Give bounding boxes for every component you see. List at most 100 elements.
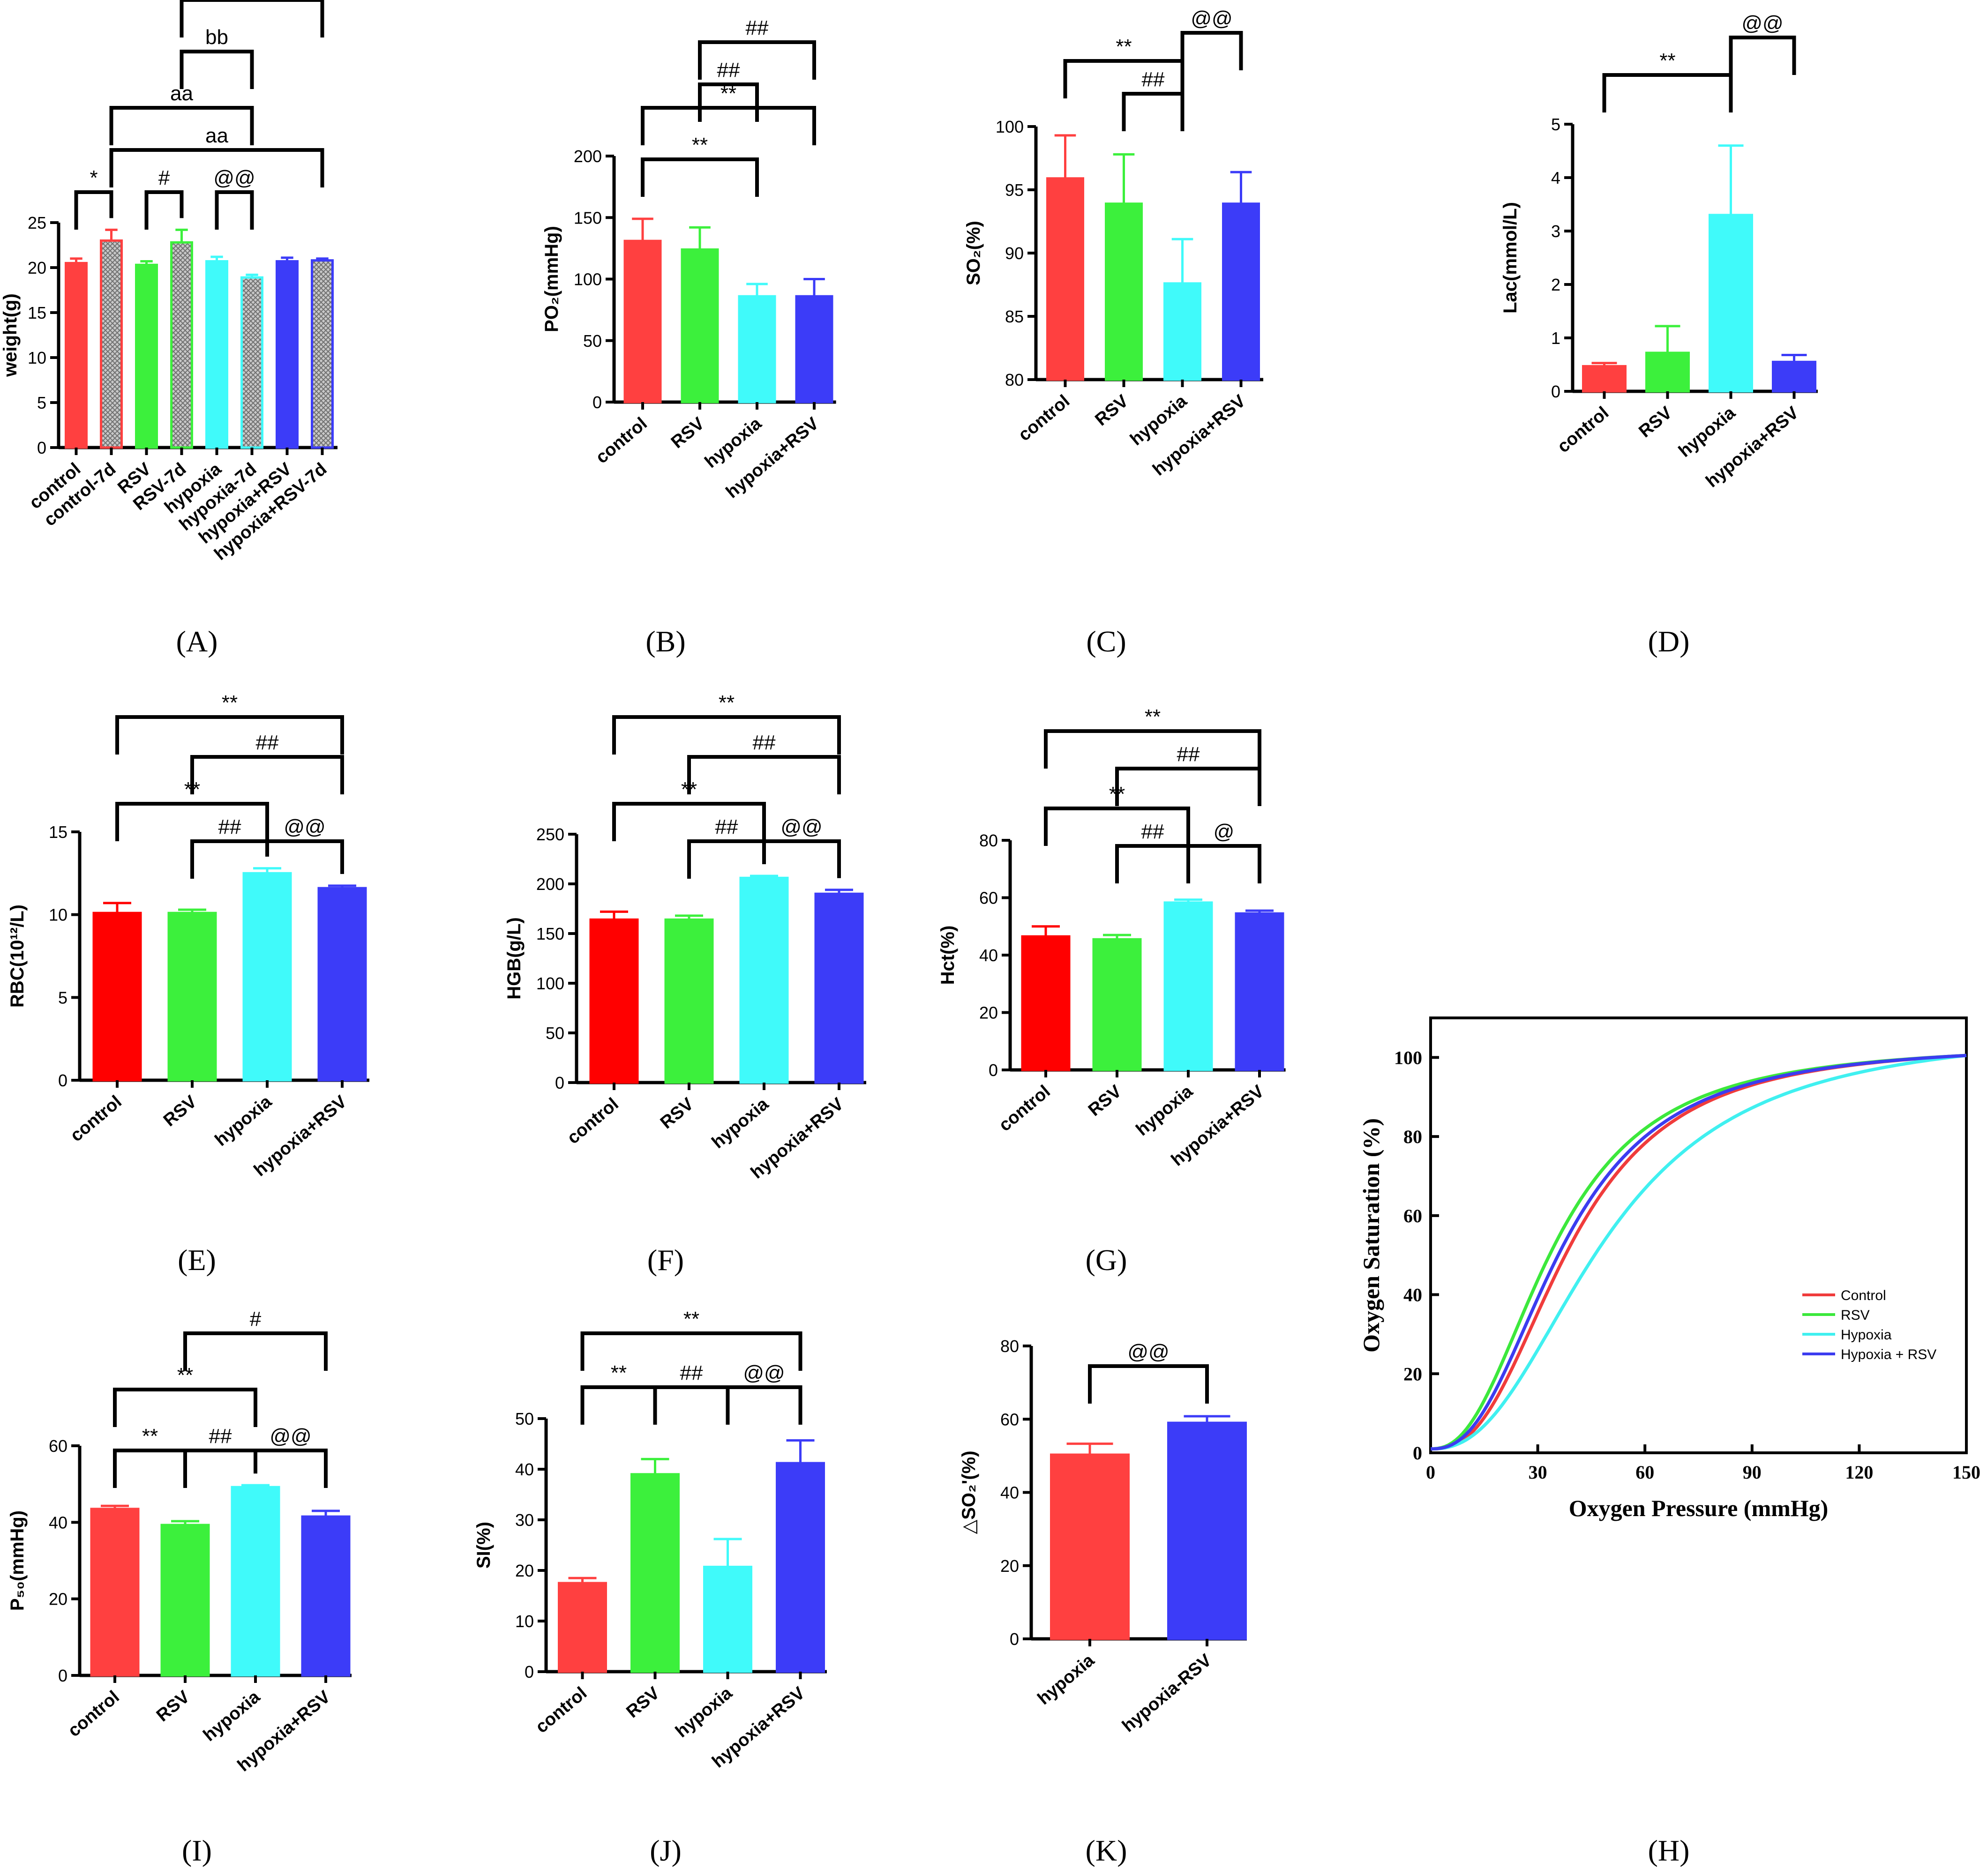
bar [681, 248, 719, 404]
y-tick-label: 100 [536, 974, 564, 993]
significance-label: @@ [1741, 12, 1783, 35]
error-bar [1103, 934, 1131, 940]
significance-bracket [698, 82, 759, 122]
error-bar [246, 273, 258, 278]
significance-label: ## [1177, 743, 1200, 766]
bar [1163, 282, 1201, 381]
category-label: hypoxia [200, 1687, 264, 1745]
panel-letter: (F) [647, 1243, 684, 1277]
significance-bracket [1063, 59, 1185, 98]
category-label: RSV [1085, 1081, 1125, 1120]
error-bar [1230, 171, 1252, 204]
y-tick-label: 80 [1403, 1126, 1422, 1147]
error-bar [253, 867, 281, 874]
bar [160, 1524, 210, 1677]
significance-label: ## [256, 731, 279, 754]
category-label: RSV [160, 1091, 201, 1130]
category-label: RSV [1635, 403, 1676, 441]
category-label: RSV [1091, 391, 1132, 430]
significance-label: @@ [213, 166, 255, 189]
bar [1772, 360, 1816, 393]
bar [317, 887, 367, 1082]
y-tick-label: 60 [979, 889, 998, 908]
y-tick-label: 100 [574, 270, 602, 289]
y-tick-label: 40 [49, 1513, 67, 1532]
category-label: hypoxia [708, 1094, 773, 1152]
error-bar [1032, 925, 1060, 937]
category-label: RSV [667, 413, 708, 452]
significance-bracket [144, 190, 184, 230]
significance-bracket [183, 1331, 328, 1371]
y-tick-label: 0 [1551, 382, 1560, 401]
category-label: control [592, 414, 651, 468]
y-tick-label: 5 [1551, 115, 1560, 134]
error-bar [675, 914, 703, 920]
panel-f: 0 50 100 150 200 250 HGB(g/L) control RSV hypoxia… [504, 691, 866, 1277]
bar [90, 1508, 140, 1677]
significance-label: @@ [1127, 1340, 1169, 1363]
error-bar [713, 1538, 742, 1567]
significance-label: ## [715, 815, 738, 838]
y-tick-label: 40 [1000, 1483, 1019, 1502]
significance-bracket [113, 1449, 187, 1488]
significance-label: ** [1659, 49, 1675, 72]
significance-label: ** [1116, 35, 1132, 58]
significance-bracket [1044, 807, 1190, 846]
x-axis-label: Oxygen Pressure (mmHg) [1569, 1495, 1829, 1521]
significance-bracket [109, 148, 324, 187]
y-tick-label: 85 [1005, 307, 1024, 326]
panel-letter: (G) [1086, 1243, 1127, 1277]
panel-letter: (E) [178, 1243, 216, 1277]
significance-bracket [580, 1385, 657, 1425]
bar [1105, 202, 1143, 381]
legend-label: Control [1841, 1288, 1886, 1303]
legend-label: Hypoxia + RSV [1841, 1347, 1936, 1362]
significance-label: @@ [270, 1425, 311, 1448]
panel-letter: (H) [1648, 1834, 1690, 1867]
error-bar [140, 260, 153, 265]
y-tick-label: 100 [1394, 1047, 1422, 1068]
y-tick-label: 3 [1551, 222, 1560, 241]
y-tick-label: 30 [515, 1510, 534, 1530]
significance-label: aa [205, 124, 228, 147]
y-axis-label: SI(%) [473, 1522, 494, 1569]
bar [1582, 365, 1627, 393]
category-label: RSV [622, 1683, 663, 1722]
bar [739, 876, 789, 1084]
y-tick-label: 80 [1005, 370, 1024, 389]
significance-label: ** [719, 691, 735, 714]
y-tick-label: 20 [515, 1561, 534, 1580]
category-label: RSV [153, 1687, 194, 1726]
category-label: control [995, 1082, 1054, 1136]
y-tick-label: 150 [536, 924, 564, 943]
panel-letter: (J) [650, 1834, 682, 1867]
y-tick-label: 10 [28, 348, 46, 367]
significance-bracket [687, 839, 766, 879]
y-tick-label: 5 [37, 393, 46, 412]
bar [301, 1515, 351, 1677]
significance-label: ## [218, 815, 241, 838]
y-tick-label: 20 [1403, 1363, 1422, 1384]
bar [664, 918, 714, 1084]
significance-label: bb [205, 26, 228, 49]
y-tick-label: 1 [1551, 329, 1560, 348]
error-bar [746, 283, 768, 297]
bar [814, 892, 864, 1084]
x-tick-label: 120 [1845, 1462, 1873, 1483]
significance-bracket [580, 1331, 802, 1371]
bar [170, 241, 193, 449]
significance-bracket [109, 106, 254, 145]
x-tick-label: 90 [1743, 1462, 1762, 1483]
y-tick-label: 0 [525, 1662, 534, 1682]
significance-bracket [612, 802, 766, 841]
y-tick-label: 50 [546, 1024, 564, 1043]
significance-label: @@ [743, 1361, 785, 1384]
panel-h: 0 30 60 90 120 150 0 20 40 60 80 100 Oxygen Pressure… [1358, 1016, 1980, 1867]
bar [1092, 938, 1142, 1071]
significance-bracket [1186, 844, 1261, 883]
y-tick-label: 0 [58, 1666, 67, 1685]
error-bar [803, 278, 825, 297]
error-bar [175, 228, 188, 243]
